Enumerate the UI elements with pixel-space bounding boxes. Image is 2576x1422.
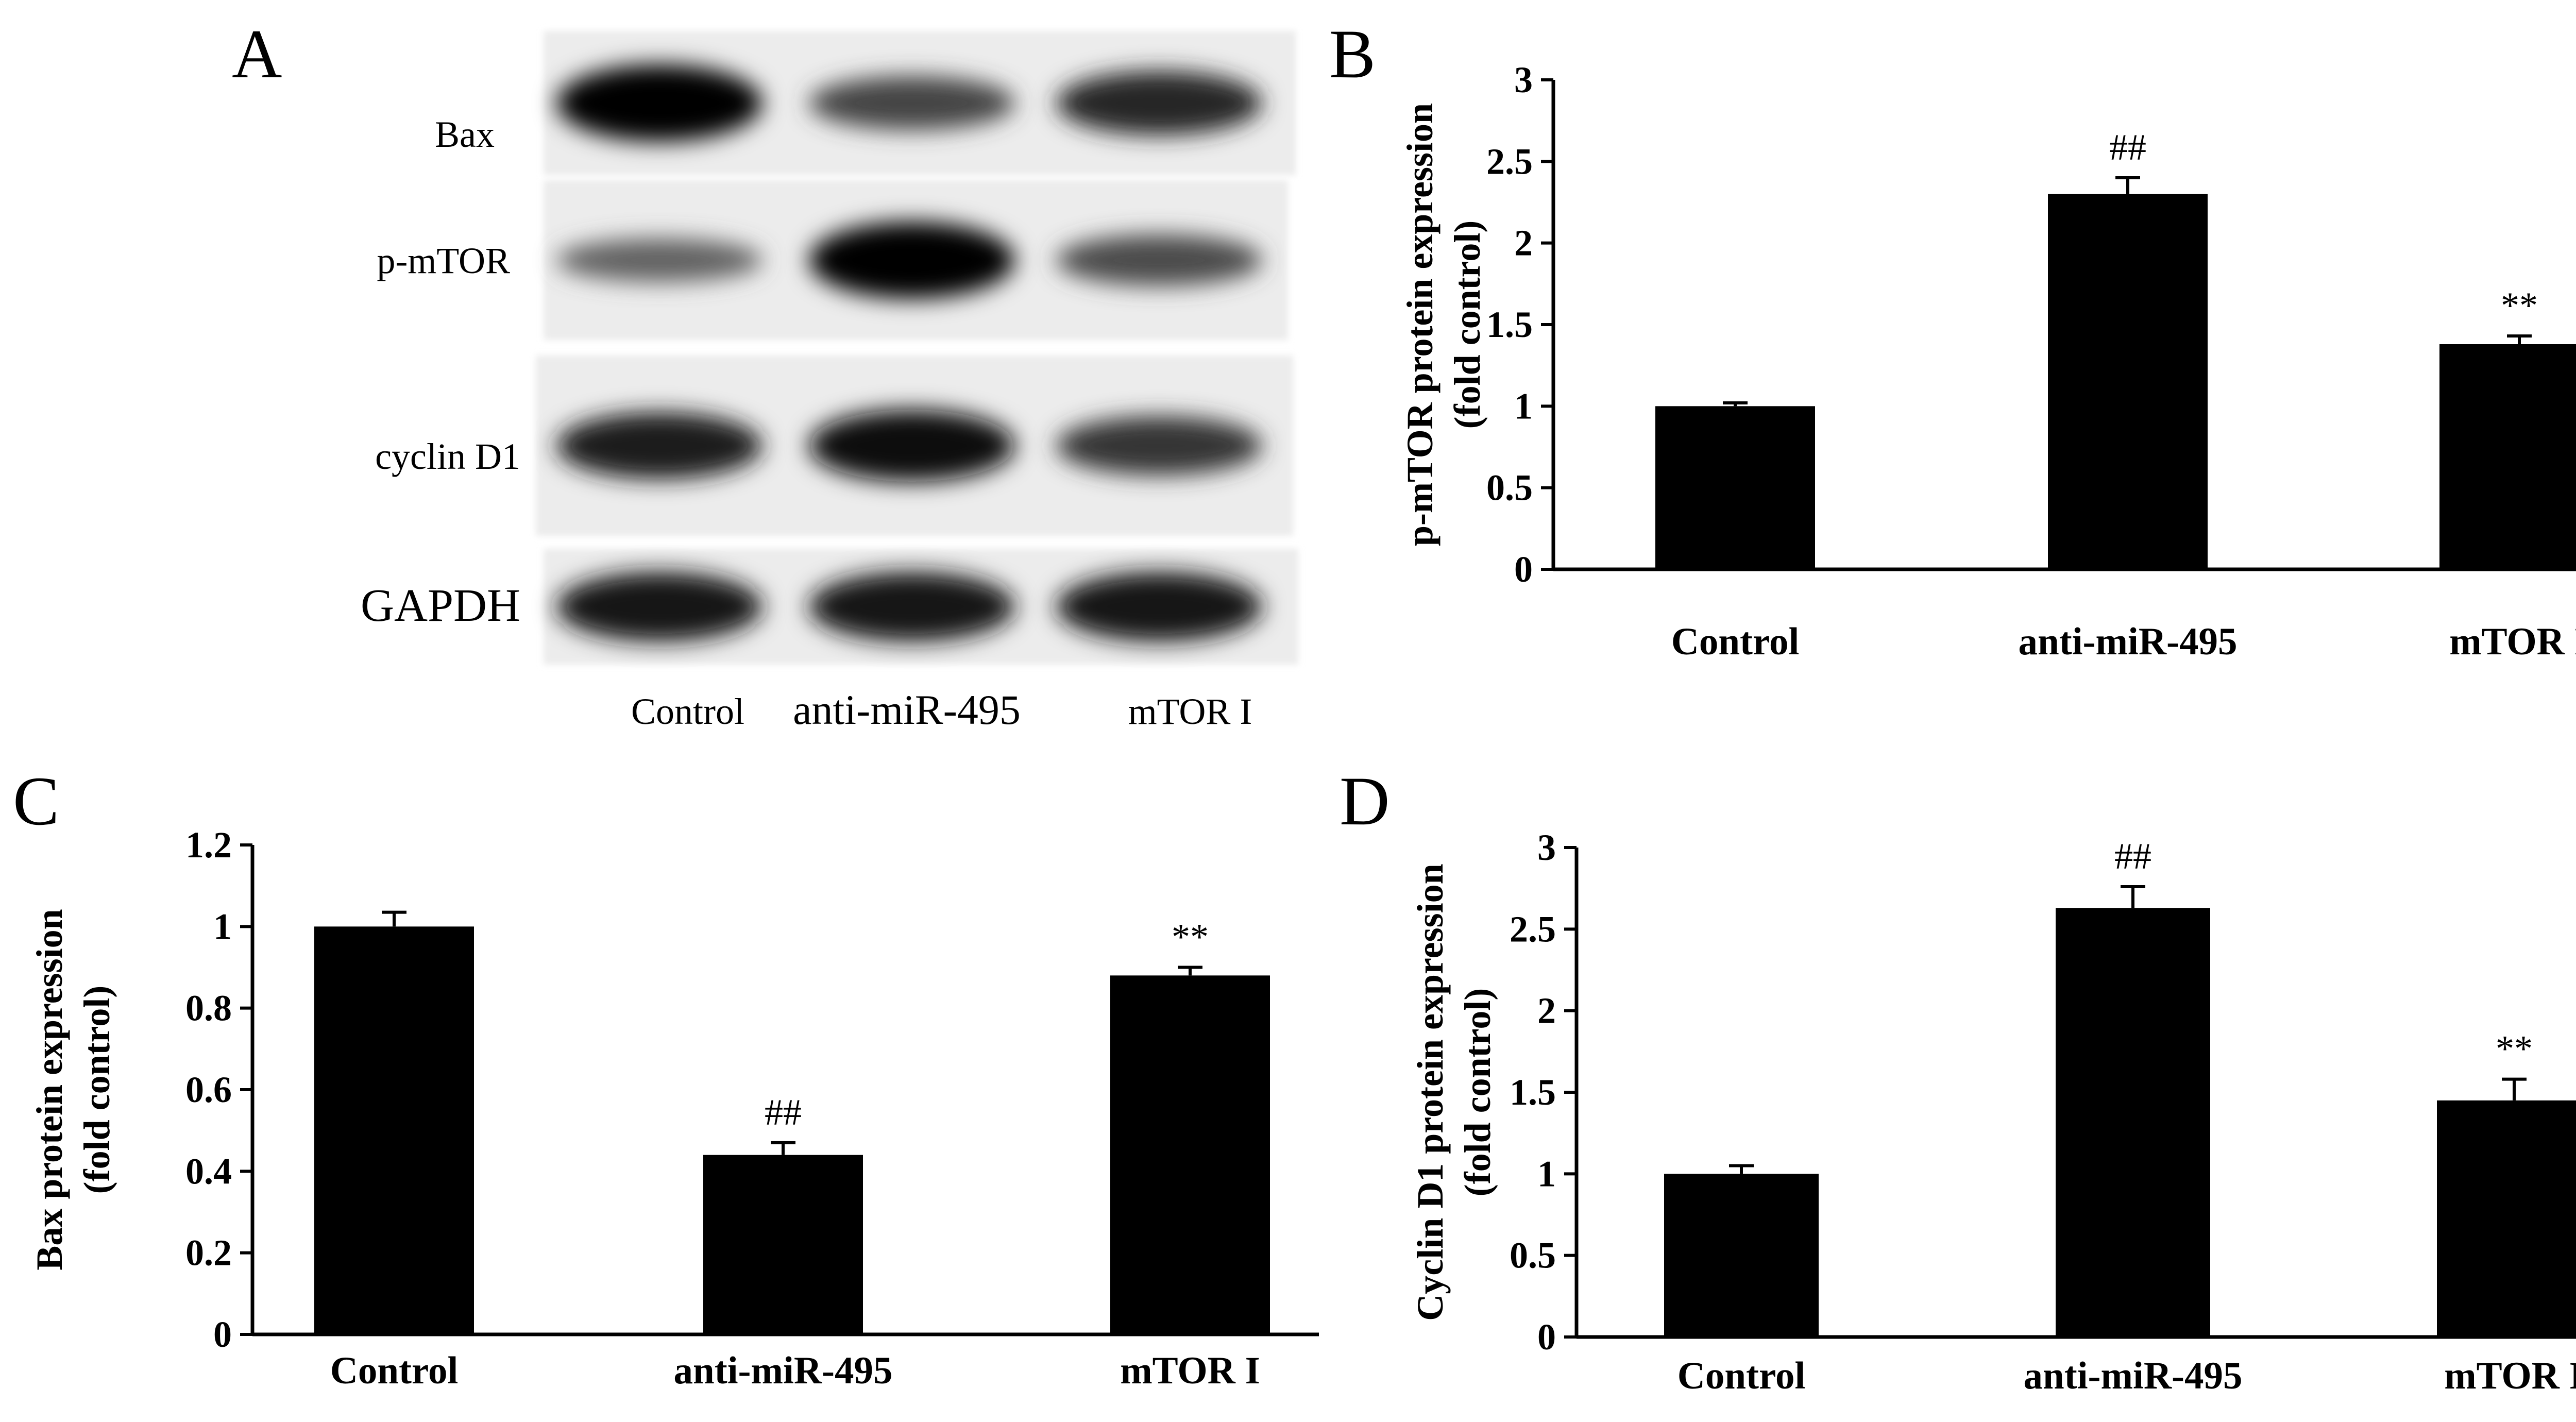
panel-letter-b: B bbox=[1329, 16, 1376, 93]
blot-lane-label-anti-mir-495: anti-miR-495 bbox=[793, 686, 1021, 733]
category-label-c-anti-mir-495: anti-miR-495 bbox=[674, 1349, 893, 1392]
blot-row-label-cyclin-d1: cyclin D1 bbox=[375, 436, 520, 477]
category-label-b-mtor-i: mTOR I bbox=[2449, 620, 2576, 663]
blot-band-cyclin-d1-lane-2 bbox=[809, 410, 1015, 482]
category-label-d-anti-mir-495: anti-miR-495 bbox=[2024, 1355, 2243, 1397]
blot-band-p-mtor-lane-3 bbox=[1056, 234, 1262, 286]
bar-b-anti-mir-495 bbox=[2048, 194, 2208, 570]
significance-c-mtor-i: ** bbox=[1172, 917, 1209, 958]
bar-b-control bbox=[1655, 406, 1815, 569]
category-label-c-mtor-i: mTOR I bbox=[1120, 1349, 1260, 1392]
panel-letter-c: C bbox=[13, 763, 59, 840]
significance-c-anti-mir-495: ## bbox=[765, 1092, 802, 1133]
p-mtor-bar-chart: 0 0.5 1 1.5 2 2.5 3 Control ## anti-miR-495 ** mTOR… bbox=[1399, 59, 2576, 663]
significance-d-anti-mir-495: ## bbox=[2114, 836, 2151, 877]
y-tick-label-b-1: 0.5 bbox=[1486, 467, 1533, 509]
blot-band-bax-lane-1 bbox=[556, 64, 762, 142]
y-tick-label-c-4: 0.8 bbox=[185, 988, 232, 1029]
y-tick-label-c-3: 0.6 bbox=[185, 1069, 232, 1110]
chart-panel-c: C 0 0.2 0.4 0.6 0.8 1 1.2 Control ## anti-miR-495… bbox=[13, 763, 1319, 1392]
cyclin-d1-bar-chart: 0 0.5 1 1.5 2 2.5 3 Control ## anti-miR-495 ** mTOR… bbox=[1410, 827, 2576, 1397]
blot-band-p-mtor-lane-2 bbox=[809, 222, 1015, 299]
y-tick-label-b-3: 1.5 bbox=[1486, 304, 1533, 345]
y-tick-label-b-4: 2 bbox=[1514, 223, 1533, 264]
y-axis-label-line-d-2: (fold control) bbox=[1457, 988, 1498, 1197]
chart-panel-b: B 0 0.5 1 1.5 2 2.5 3 Control ## anti-miR-495 ** mT… bbox=[1329, 16, 2576, 663]
bar-d-mtor-i bbox=[2437, 1100, 2576, 1337]
y-axis-label-line-d-1: Cyclin D1 protein expression bbox=[1410, 864, 1451, 1321]
blot-band-p-mtor-lane-1 bbox=[556, 238, 762, 282]
bar-d-control bbox=[1664, 1174, 1819, 1337]
y-tick-label-d-4: 2 bbox=[1537, 990, 1556, 1031]
y-tick-label-c-5: 1 bbox=[213, 906, 232, 947]
bar-b-mtor-i bbox=[2439, 344, 2576, 569]
category-label-c-control: Control bbox=[330, 1349, 459, 1392]
panel-letter-d: D bbox=[1340, 763, 1390, 840]
y-axis-label-c: Bax protein expression (fold control) bbox=[29, 909, 117, 1270]
category-label-b-anti-mir-495: anti-miR-495 bbox=[2019, 620, 2238, 663]
y-tick-label-c-2: 0.4 bbox=[185, 1150, 232, 1192]
blot-band-gapdh-lane-2 bbox=[809, 572, 1015, 641]
y-tick-label-b-5: 2.5 bbox=[1486, 141, 1533, 182]
y-axis-label-d: Cyclin D1 protein expression (fold contro… bbox=[1410, 864, 1498, 1321]
y-tick-label-b-2: 1 bbox=[1514, 385, 1533, 427]
bar-c-mtor-i bbox=[1110, 975, 1270, 1334]
significance-d-mtor-i: ** bbox=[2496, 1028, 2533, 1070]
y-tick-label-d-0: 0 bbox=[1537, 1316, 1556, 1358]
blot-rows: Bax p-mTOR cyclin D1 GAPDH bbox=[361, 31, 1298, 665]
blot-row-p-mtor: p-mTOR bbox=[377, 180, 1288, 340]
category-label-b-control: Control bbox=[1671, 620, 1800, 663]
bar-c-control bbox=[314, 926, 474, 1334]
bar-c-anti-mir-495 bbox=[703, 1155, 863, 1334]
y-tick-label-c-0: 0 bbox=[213, 1314, 232, 1355]
category-label-d-mtor-i: mTOR I bbox=[2444, 1355, 2576, 1397]
y-axis-label-line-b-2: (fold control) bbox=[1447, 221, 1488, 429]
blot-row-gapdh: GAPDH bbox=[361, 549, 1298, 665]
blot-row-bax: Bax bbox=[435, 31, 1296, 175]
y-tick-label-c-1: 0.2 bbox=[185, 1232, 232, 1274]
y-tick-label-d-3: 1.5 bbox=[1510, 1072, 1556, 1113]
blot-band-bax-lane-2 bbox=[809, 76, 1015, 130]
significance-b-mtor-i: ** bbox=[2501, 285, 2538, 326]
panel-letter-a: A bbox=[232, 16, 282, 93]
y-tick-label-d-6: 3 bbox=[1537, 827, 1556, 868]
significance-b-anti-mir-495: ## bbox=[2109, 127, 2146, 168]
blot-row-label-bax: Bax bbox=[435, 114, 495, 155]
blot-lane-labels: Control anti-miR-495 mTOR I bbox=[631, 686, 1252, 733]
y-axis-label-line-c-2: (fold control) bbox=[76, 986, 117, 1194]
bax-bar-chart: 0 0.2 0.4 0.6 0.8 1 1.2 Control ## anti-miR-495 **… bbox=[29, 824, 1319, 1392]
y-tick-label-b-0: 0 bbox=[1514, 549, 1533, 590]
y-axis-label-b: p-mTOR protein expression (fold control) bbox=[1399, 103, 1488, 546]
blot-band-cyclin-d1-lane-1 bbox=[556, 412, 762, 479]
blot-band-bax-lane-3 bbox=[1056, 71, 1262, 136]
y-axis-label-line-c-1: Bax protein expression bbox=[29, 909, 70, 1270]
y-tick-label-d-2: 1 bbox=[1537, 1153, 1556, 1194]
western-blot-panel: A Bax p-mTOR cyclin D1 GAPDH Control anti-mi… bbox=[232, 16, 1298, 733]
blot-lane-label-control: Control bbox=[631, 691, 744, 732]
blot-row-cyclin-d1: cyclin D1 bbox=[375, 356, 1293, 536]
blot-band-cyclin-d1-lane-3 bbox=[1056, 416, 1262, 476]
y-tick-label-b-6: 3 bbox=[1514, 59, 1533, 100]
blot-row-label-gapdh: GAPDH bbox=[361, 580, 520, 631]
blot-band-gapdh-lane-3 bbox=[1056, 572, 1262, 641]
blot-band-gapdh-lane-1 bbox=[556, 572, 762, 641]
y-tick-label-c-6: 1.2 bbox=[185, 824, 232, 866]
chart-panel-d: D 0 0.5 1 1.5 2 2.5 3 Control ## anti-miR-495 ** mT… bbox=[1340, 763, 2576, 1397]
blot-lane-label-mtor-i: mTOR I bbox=[1128, 691, 1252, 732]
blot-row-label-p-mtor: p-mTOR bbox=[377, 240, 510, 281]
y-tick-label-d-1: 0.5 bbox=[1510, 1235, 1556, 1276]
bar-d-anti-mir-495 bbox=[2056, 908, 2210, 1337]
y-axis-label-line-b-1: p-mTOR protein expression bbox=[1399, 103, 1440, 546]
category-label-d-control: Control bbox=[1677, 1355, 1806, 1397]
y-tick-label-d-5: 2.5 bbox=[1510, 908, 1556, 950]
